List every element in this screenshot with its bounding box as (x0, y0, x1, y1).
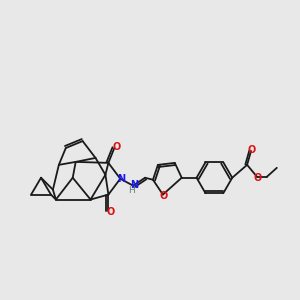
Text: O: O (112, 142, 120, 152)
Text: O: O (248, 145, 256, 155)
Text: H: H (128, 186, 135, 195)
Text: N: N (130, 180, 138, 190)
Text: O: O (254, 173, 262, 183)
Text: N: N (117, 174, 125, 184)
Text: O: O (106, 207, 115, 218)
Text: O: O (160, 190, 168, 201)
